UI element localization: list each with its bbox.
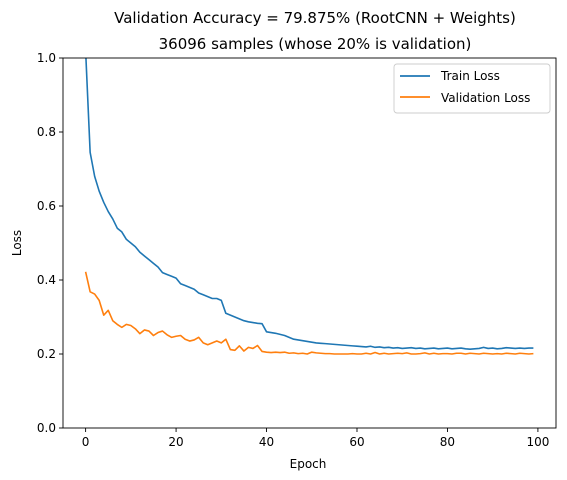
x-tick-label: 80 bbox=[440, 435, 455, 449]
y-tick-label: 0.6 bbox=[37, 199, 56, 213]
chart-title: Validation Accuracy = 79.875% (RootCNN +… bbox=[114, 9, 516, 27]
x-tick-label: 60 bbox=[349, 435, 364, 449]
legend-label-validation-loss: Validation Loss bbox=[441, 91, 530, 105]
x-tick-label: 100 bbox=[526, 435, 549, 449]
x-tick-label: 0 bbox=[82, 435, 90, 449]
y-tick-label: 0.4 bbox=[37, 273, 56, 287]
legend: Train Loss Validation Loss bbox=[393, 63, 551, 114]
x-axis-label: Epoch bbox=[290, 457, 327, 471]
series-line-train-loss bbox=[85, 58, 534, 350]
series-line-validation-loss bbox=[84, 271, 534, 355]
x-tick-label: 40 bbox=[259, 435, 274, 449]
y-tick-label: 0.0 bbox=[37, 421, 56, 435]
axis-ticks: 0 20 40 60 80 100 0.0 0.2 0.4 0.6 0.8 1.0 bbox=[37, 51, 549, 449]
chart-subtitle: 36096 samples (whose 20% is validation) bbox=[159, 35, 472, 53]
plot-frame bbox=[62, 57, 557, 429]
x-tick-label: 20 bbox=[168, 435, 183, 449]
y-tick-label: 1.0 bbox=[37, 51, 56, 65]
y-tick-label: 0.8 bbox=[37, 125, 56, 139]
y-axis-label: Loss bbox=[10, 230, 24, 256]
y-tick-label: 0.2 bbox=[37, 347, 56, 361]
legend-label-train-loss: Train Loss bbox=[440, 69, 500, 83]
legend-box bbox=[393, 63, 551, 114]
plot-lines bbox=[84, 58, 534, 355]
